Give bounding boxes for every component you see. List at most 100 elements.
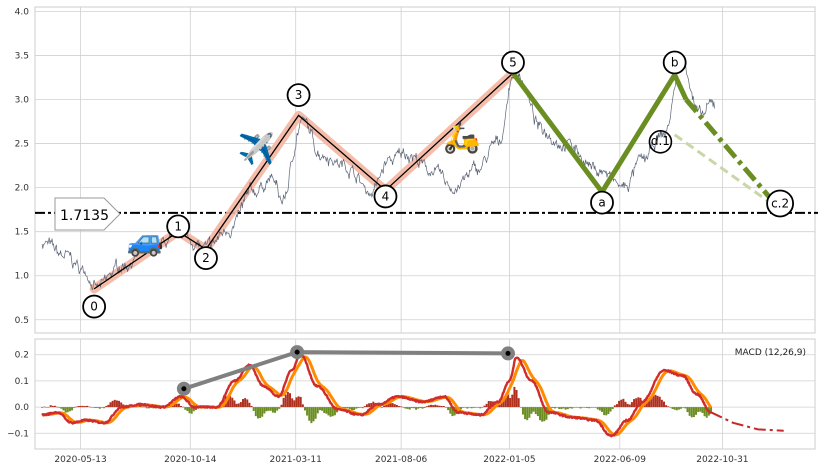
macd-histogram-bar (554, 407, 556, 409)
macd-histogram-bar (425, 406, 428, 408)
macd-histogram-bar (686, 407, 689, 413)
macd-histogram-bar (331, 407, 334, 417)
macd-histogram-bar (308, 407, 311, 421)
correction-line-c-projection (684, 97, 782, 212)
macd-histogram-bar (100, 407, 103, 408)
wave-label: d.1 (651, 134, 670, 148)
macd-histogram-bar (652, 396, 655, 408)
macd-histogram-bar (329, 407, 332, 417)
macd-histogram-bar (633, 399, 636, 408)
macd-histogram-bar (94, 407, 97, 409)
wave-label-circle (82, 294, 107, 319)
macd-histogram-bar (699, 407, 702, 412)
wave-label: 4 (382, 189, 390, 203)
macd-histogram-bar (451, 407, 454, 417)
macd-histogram-bar (626, 403, 629, 408)
macd-histogram-bar (346, 407, 349, 409)
macd-histogram-bar (145, 407, 148, 409)
macd-histogram-bar (90, 407, 93, 408)
macd-histogram-bar (571, 407, 574, 409)
macd-histogram-bar (325, 407, 328, 414)
macd-histogram-bar (237, 403, 240, 408)
macd-histogram-bar (592, 407, 595, 408)
macd-y-tick-label: 0.1 (15, 377, 29, 387)
macd-histogram-bar (419, 407, 422, 408)
wave-label: a (598, 196, 605, 210)
macd-legend: MACD (12,26,9) (735, 348, 806, 358)
macd-line (41, 353, 712, 438)
x-tick-label: 2021-03-11 (270, 455, 322, 465)
macd-histogram-bar (77, 406, 80, 408)
impulse-wave-lines (93, 72, 514, 290)
macd-histogram-bar (49, 405, 52, 408)
macd-histogram-bar (88, 406, 91, 408)
macd-histogram-bar (235, 403, 238, 408)
macd-histogram-bar (598, 407, 601, 411)
airplane-icon: ✈️ (238, 130, 275, 167)
macd-histogram-bar (434, 404, 437, 408)
macd-histogram-bar (588, 407, 591, 409)
macd-histogram-bar (697, 407, 700, 412)
macd-histogram-bar (314, 407, 317, 419)
macd-histogram-bar (517, 398, 520, 408)
macd-histogram-bar (630, 402, 633, 408)
macd-histogram-bar (192, 407, 195, 412)
x-tick-label: 2020-05-13 (54, 455, 106, 465)
wave-label: 5 (509, 56, 517, 70)
macd-histogram-bar (618, 400, 621, 408)
price-y-tick-label: 3.0 (15, 96, 30, 106)
wave-label-circle (766, 189, 794, 218)
macd-histogram-bar (695, 407, 698, 415)
macd-histogram-bar (684, 407, 687, 409)
macd-histogram-bar (393, 404, 396, 408)
macd-histogram-bar (96, 407, 99, 408)
x-tick-label: 2022-01-05 (483, 455, 535, 465)
macd-histogram-bar (500, 401, 503, 408)
macd-histogram-bar (682, 407, 685, 408)
macd-histogram-bar (688, 407, 691, 416)
macd-histogram-bar (141, 406, 144, 408)
macd-histogram-bar (342, 407, 345, 409)
macd-histogram-bar (506, 394, 509, 408)
macd-histogram-bar (607, 407, 610, 414)
macd-projection-line (710, 411, 784, 432)
macd-histogram-bar (175, 403, 178, 408)
macd-histogram-bar (71, 407, 74, 411)
macd-histogram-bar (667, 406, 670, 408)
wave-label-circle (662, 50, 687, 75)
macd-histogram-bar (246, 399, 249, 408)
macd-histogram-bar (348, 407, 351, 410)
macd-histogram-bar (541, 407, 544, 422)
macd-histogram-bar (558, 407, 561, 410)
macd-histogram-bar (650, 398, 653, 408)
macd-histogram-bar (590, 407, 593, 408)
macd-histogram-bar (177, 403, 180, 408)
macd-histogram-bar (421, 407, 424, 409)
macd-histogram-bar (432, 405, 435, 408)
macd-histogram-bar (182, 406, 185, 408)
macd-histogram-bar (98, 407, 101, 409)
wave-label-circle (590, 190, 614, 215)
price-y-tick-label: 1.0 (15, 272, 30, 282)
macd-histogram-bar (184, 407, 187, 410)
correction-line-b (672, 73, 689, 101)
macd-histogram-bar (227, 395, 230, 408)
macd-histogram-bar (190, 407, 193, 414)
macd-histogram-bar (250, 405, 253, 408)
macd-histogram-bar (372, 401, 375, 408)
macd-histogram-bar (635, 398, 638, 408)
macd-histogram-bar (280, 404, 283, 408)
macd-histogram-bar (188, 407, 191, 414)
price-y-tick-label: 2.0 (15, 184, 30, 194)
macd-histogram-bar (321, 407, 324, 411)
macd-histogram-bar (359, 407, 362, 408)
macd-histogram-bar (115, 400, 118, 408)
macd-histogram-bar (513, 386, 516, 408)
macd-histogram-bar (543, 407, 546, 422)
x-tick-label: 2022-10-31 (696, 455, 748, 465)
macd-histogram-bar (83, 406, 86, 408)
macd-histogram-bar (596, 407, 599, 410)
macd-histogram-bar (423, 407, 426, 409)
macd-histogram-bar (551, 407, 554, 408)
macd-histogram-bar (680, 407, 683, 409)
